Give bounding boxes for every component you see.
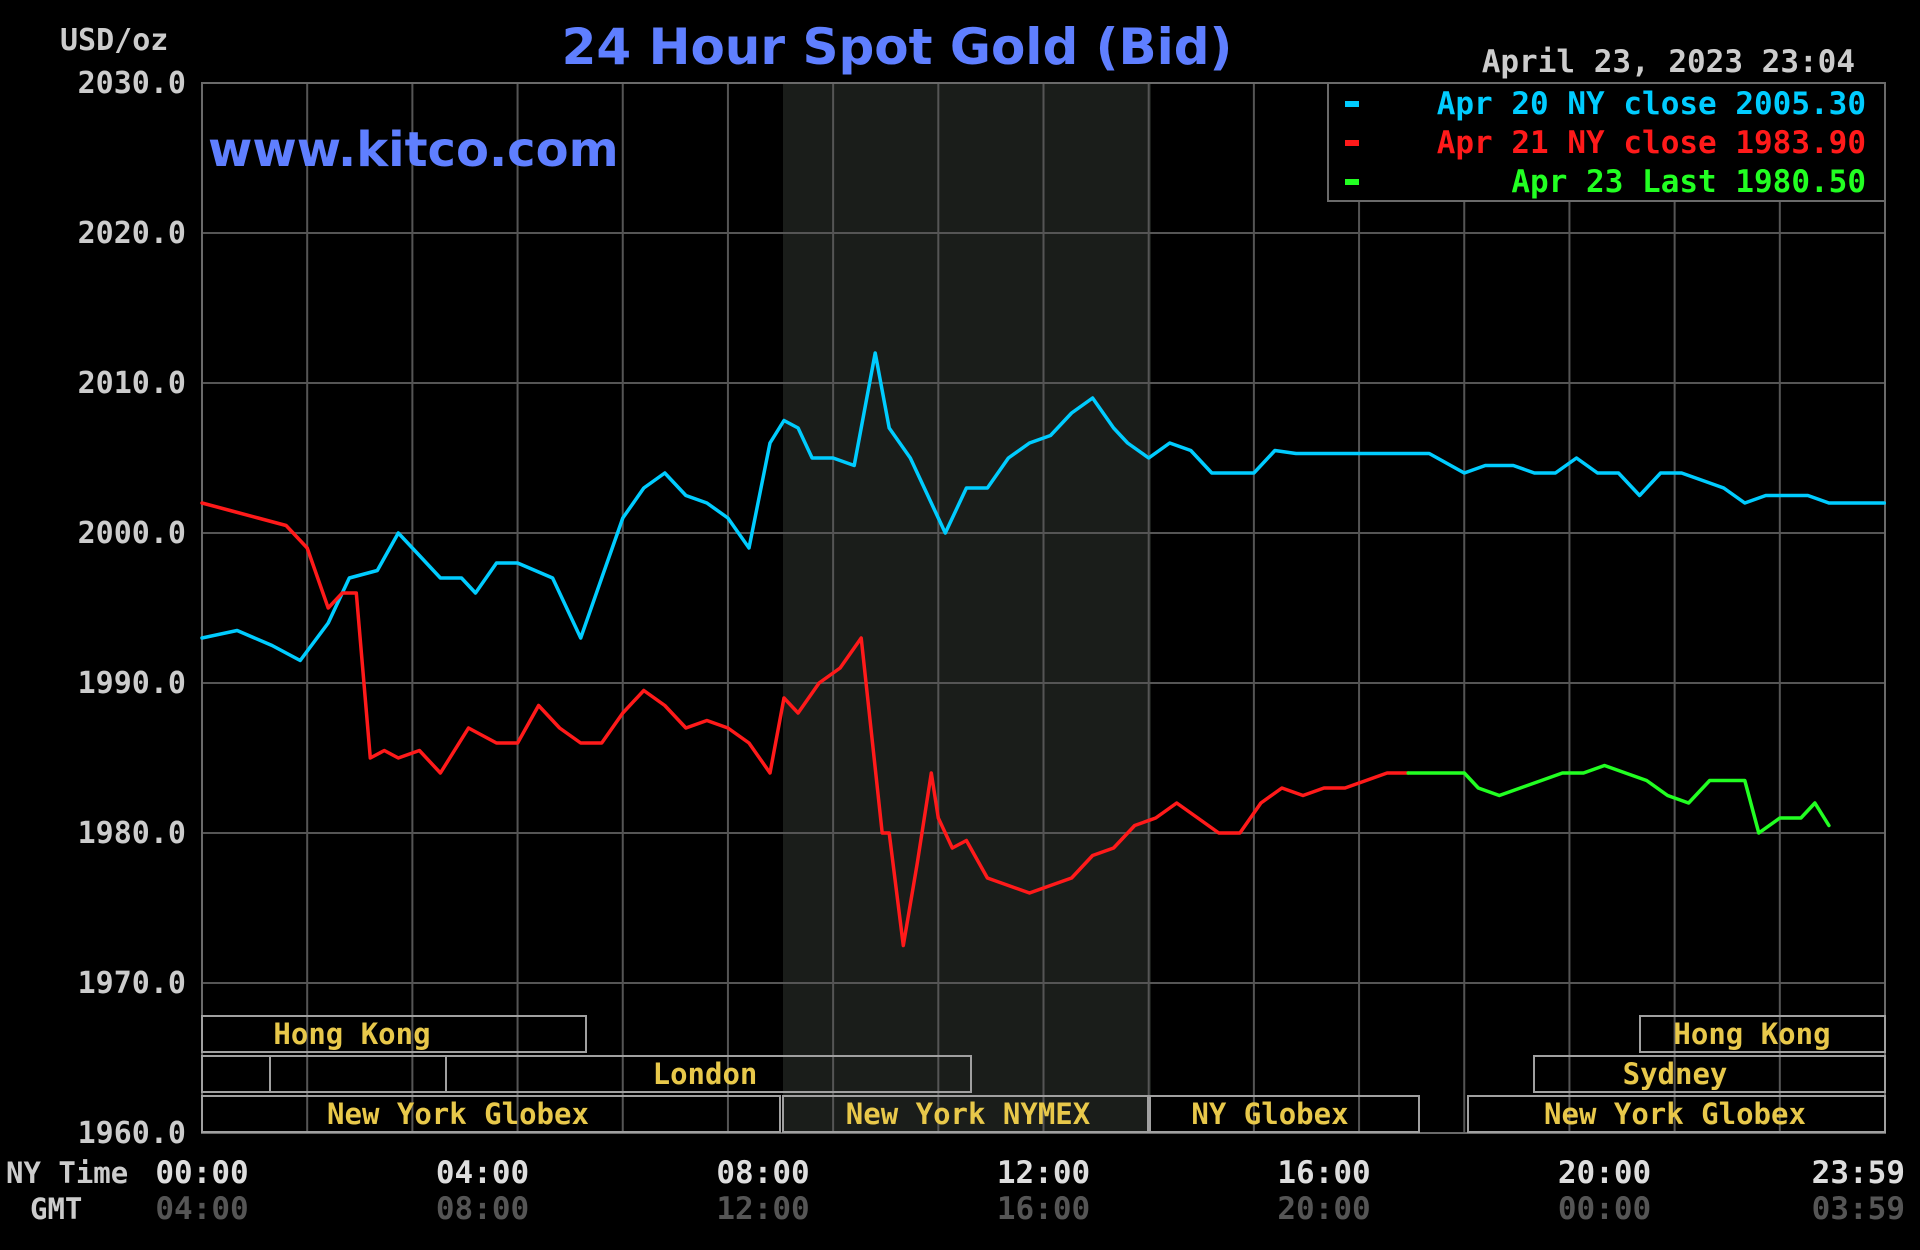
price-series: [200, 351, 1887, 948]
x-axis-ticks: 00:00 04:00 08:00 12:00 16:00 20:00 23:5904:00…: [155, 1155, 1905, 1227]
session-box-london: [445, 1055, 972, 1093]
session-box-hong-kong-left: [201, 1015, 587, 1053]
gmt-row-label: GMT: [30, 1192, 82, 1226]
y-tick-label: 1990.0: [78, 666, 186, 701]
grid-lines: [202, 83, 1885, 1133]
y-tick-label: 2020.0: [78, 216, 186, 251]
x-tick-label-ny: 00:00: [155, 1155, 248, 1191]
x-tick-label-gmt: 16:00: [997, 1191, 1090, 1227]
session-boxes: [201, 1015, 1886, 1133]
session-label-hong-kong-right: Hong Kong: [1673, 1017, 1830, 1051]
x-tick-label-ny: 08:00: [716, 1155, 809, 1191]
legend-entry: Apr 23 Last 1980.50: [1511, 164, 1866, 200]
x-tick-label-ny: 20:00: [1558, 1155, 1651, 1191]
y-tick-label: 1980.0: [78, 816, 186, 851]
session-box-hong-kong-right: [1639, 1015, 1886, 1053]
legend-entry: Apr 20 NY close 2005.30: [1437, 86, 1866, 122]
x-tick-label-ny: 12:00: [997, 1155, 1090, 1191]
session-label-london: London: [653, 1057, 758, 1091]
x-tick-label-ny: 23:59: [1812, 1155, 1905, 1191]
series-line-2: [200, 501, 1410, 948]
session-label-globex-right: New York Globex: [1544, 1097, 1806, 1131]
y-tick-label: 2010.0: [78, 366, 186, 401]
legend-swatch: [1345, 140, 1359, 146]
session-box-sydney: [1533, 1055, 1886, 1093]
x-tick-label-gmt: 03:59: [1812, 1191, 1905, 1227]
session-box-globex-left: [201, 1095, 781, 1133]
session-label-ny-globex: NY Globex: [1191, 1097, 1348, 1131]
unit-label: USD/oz: [60, 23, 168, 58]
x-tick-label-gmt: 08:00: [436, 1191, 529, 1227]
y-tick-label: 1970.0: [78, 966, 186, 1001]
session-box-ny-globex: [1149, 1095, 1420, 1133]
session-box-nymex: [782, 1095, 1149, 1133]
session-label-globex-left: New York Globex: [327, 1097, 589, 1131]
ny-time-row-label: NY Time: [6, 1156, 128, 1190]
y-tick-label: 2030.0: [78, 66, 186, 101]
x-tick-label-gmt: 04:00: [155, 1191, 248, 1227]
nymex-shaded-region: [783, 83, 1151, 1133]
session-box-globex-right: [1467, 1095, 1886, 1133]
x-tick-label-ny: 04:00: [436, 1155, 529, 1191]
session-label-nymex: New York NYMEX: [846, 1097, 1091, 1131]
watermark-url: www.kitco.com: [208, 122, 619, 178]
x-tick-label-gmt: 20:00: [1277, 1191, 1370, 1227]
legend-swatch: [1345, 101, 1359, 107]
x-tick-label-gmt: 00:00: [1558, 1191, 1651, 1227]
x-tick-label-ny: 16:00: [1277, 1155, 1370, 1191]
series-line-1: [200, 351, 1887, 663]
y-tick-label: 1960.0: [78, 1116, 186, 1151]
y-axis-ticks: 2030.0 2020.0 2010.0 2000.0 1990.0 1980.0 1970…: [78, 66, 186, 1151]
chart-title: 24 Hour Spot Gold (Bid): [562, 18, 1233, 76]
legend-swatch: [1345, 179, 1359, 185]
y-tick-label: 2000.0: [78, 516, 186, 551]
session-label-sydney: Sydney: [1623, 1057, 1728, 1091]
legend-entry: Apr 21 NY close 1983.90: [1437, 125, 1866, 161]
date-stamp: April 23, 2023 23:04: [1482, 44, 1855, 80]
series-line-3: [1406, 763, 1831, 835]
session-label-hong-kong-left: Hong Kong: [273, 1017, 430, 1051]
legend-box: [1327, 82, 1886, 202]
x-tick-label-gmt: 12:00: [716, 1191, 809, 1227]
